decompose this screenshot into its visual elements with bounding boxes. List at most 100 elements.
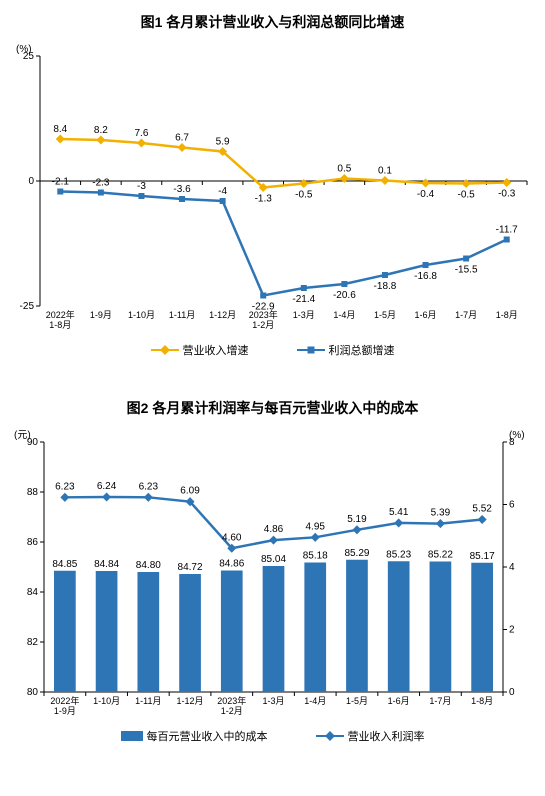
svg-text:5.41: 5.41 bbox=[389, 507, 409, 518]
legend-item-margin: 营业收入利润率 bbox=[316, 728, 425, 744]
legend-label-profit: 利润总额增速 bbox=[329, 342, 395, 358]
svg-text:0.1: 0.1 bbox=[378, 166, 392, 177]
svg-text:2022年: 2022年 bbox=[50, 695, 79, 706]
svg-text:6.7: 6.7 bbox=[175, 133, 189, 144]
chart2-legend: 每百元营业收入中的成本 营业收入利润率 bbox=[8, 728, 537, 744]
svg-text:7.6: 7.6 bbox=[135, 128, 149, 139]
svg-text:85.18: 85.18 bbox=[303, 551, 328, 562]
svg-text:-22.9: -22.9 bbox=[252, 302, 275, 313]
chart1-container: 图1 各月累计营业收入与利润总额同比增速 (%)-250252022年1-8月1… bbox=[8, 12, 537, 358]
legend-label-cost: 每百元营业收入中的成本 bbox=[147, 728, 268, 744]
svg-text:0.5: 0.5 bbox=[337, 164, 351, 175]
svg-text:4: 4 bbox=[509, 562, 515, 573]
svg-text:88: 88 bbox=[27, 487, 39, 498]
svg-text:6.23: 6.23 bbox=[139, 481, 159, 492]
svg-text:4.95: 4.95 bbox=[305, 521, 325, 532]
svg-text:85.29: 85.29 bbox=[344, 548, 369, 559]
svg-text:1-3月: 1-3月 bbox=[293, 310, 315, 320]
svg-text:1-12月: 1-12月 bbox=[209, 310, 236, 320]
svg-text:4.60: 4.60 bbox=[222, 532, 242, 543]
svg-text:-0.4: -0.4 bbox=[417, 189, 435, 200]
svg-text:1-8月: 1-8月 bbox=[49, 320, 71, 330]
svg-text:5.52: 5.52 bbox=[472, 504, 492, 515]
svg-text:85.22: 85.22 bbox=[428, 550, 453, 561]
chart1-title: 图1 各月累计营业收入与利润总额同比增速 bbox=[8, 12, 537, 32]
svg-text:-11.7: -11.7 bbox=[496, 225, 518, 236]
svg-text:1-3月: 1-3月 bbox=[262, 696, 284, 706]
svg-text:90: 90 bbox=[27, 437, 39, 448]
svg-text:1-10月: 1-10月 bbox=[128, 310, 155, 320]
svg-text:0: 0 bbox=[509, 687, 515, 698]
svg-text:-0.3: -0.3 bbox=[498, 189, 516, 200]
svg-text:-21.4: -21.4 bbox=[292, 294, 315, 305]
svg-text:-16.8: -16.8 bbox=[414, 271, 437, 282]
svg-text:1-5月: 1-5月 bbox=[346, 696, 368, 706]
svg-text:-0.5: -0.5 bbox=[295, 190, 313, 201]
svg-text:86: 86 bbox=[27, 537, 39, 548]
svg-text:8.2: 8.2 bbox=[94, 125, 108, 136]
svg-text:8: 8 bbox=[509, 437, 515, 448]
svg-text:6.23: 6.23 bbox=[55, 481, 75, 492]
svg-text:6.24: 6.24 bbox=[97, 481, 117, 492]
svg-text:-18.8: -18.8 bbox=[374, 281, 397, 292]
svg-text:1-4月: 1-4月 bbox=[304, 696, 326, 706]
svg-text:5.19: 5.19 bbox=[347, 514, 367, 525]
svg-text:-2.3: -2.3 bbox=[92, 178, 110, 189]
svg-text:-25: -25 bbox=[20, 301, 35, 312]
svg-text:-3: -3 bbox=[137, 181, 146, 192]
svg-text:2: 2 bbox=[509, 625, 515, 636]
svg-text:1-7月: 1-7月 bbox=[429, 696, 451, 706]
svg-text:-4: -4 bbox=[218, 186, 227, 197]
svg-text:1-11月: 1-11月 bbox=[135, 696, 161, 706]
legend-item-revenue: 营业收入增速 bbox=[151, 342, 249, 358]
svg-text:1-10月: 1-10月 bbox=[93, 696, 120, 706]
svg-text:85.23: 85.23 bbox=[386, 549, 411, 560]
chart2-title: 图2 各月累计利润率与每百元营业收入中的成本 bbox=[8, 398, 537, 418]
svg-text:84.80: 84.80 bbox=[136, 560, 161, 571]
svg-text:1-7月: 1-7月 bbox=[455, 310, 477, 320]
chart1-legend: 营业收入增速 利润总额增速 bbox=[8, 342, 537, 358]
svg-text:85.04: 85.04 bbox=[261, 554, 286, 565]
svg-text:5.39: 5.39 bbox=[431, 508, 451, 519]
svg-text:1-12月: 1-12月 bbox=[177, 696, 204, 706]
svg-text:-20.6: -20.6 bbox=[333, 290, 356, 301]
svg-text:25: 25 bbox=[23, 51, 35, 62]
svg-text:1-6月: 1-6月 bbox=[388, 696, 410, 706]
svg-text:1-2月: 1-2月 bbox=[252, 320, 274, 330]
svg-text:-2.1: -2.1 bbox=[52, 177, 70, 188]
svg-text:1-5月: 1-5月 bbox=[374, 310, 396, 320]
svg-text:6: 6 bbox=[509, 500, 515, 511]
svg-text:82: 82 bbox=[27, 637, 39, 648]
legend-label-revenue: 营业收入增速 bbox=[183, 342, 249, 358]
svg-text:2022年: 2022年 bbox=[46, 309, 75, 320]
svg-text:1-11月: 1-11月 bbox=[169, 310, 195, 320]
svg-text:84.85: 84.85 bbox=[52, 559, 77, 570]
svg-text:-0.5: -0.5 bbox=[458, 190, 476, 201]
svg-text:5.9: 5.9 bbox=[216, 137, 230, 148]
svg-text:84.86: 84.86 bbox=[219, 559, 244, 570]
svg-text:1-9月: 1-9月 bbox=[90, 310, 112, 320]
svg-text:2023年: 2023年 bbox=[217, 695, 246, 706]
svg-text:1-6月: 1-6月 bbox=[415, 310, 437, 320]
svg-text:8.4: 8.4 bbox=[53, 124, 67, 135]
svg-text:-15.5: -15.5 bbox=[455, 265, 478, 276]
legend-item-cost: 每百元营业收入中的成本 bbox=[121, 728, 268, 744]
svg-text:84.72: 84.72 bbox=[178, 562, 203, 573]
svg-text:4.86: 4.86 bbox=[264, 524, 284, 535]
legend-item-profit: 利润总额增速 bbox=[297, 342, 395, 358]
chart2-svg: (元)(%)808284868890024682022年1-9月1-10月1-1… bbox=[8, 424, 537, 724]
svg-text:1-4月: 1-4月 bbox=[333, 310, 355, 320]
svg-text:6.09: 6.09 bbox=[180, 486, 200, 497]
svg-text:84: 84 bbox=[27, 587, 39, 598]
svg-text:80: 80 bbox=[27, 687, 39, 698]
svg-text:1-8月: 1-8月 bbox=[471, 696, 493, 706]
chart2-container: 图2 各月累计利润率与每百元营业收入中的成本 (元)(%)80828486889… bbox=[8, 398, 537, 744]
svg-text:-1.3: -1.3 bbox=[255, 194, 273, 205]
svg-text:1-8月: 1-8月 bbox=[496, 310, 518, 320]
svg-text:-3.6: -3.6 bbox=[173, 184, 191, 195]
svg-text:0: 0 bbox=[28, 176, 34, 187]
chart1-svg: (%)-250252022年1-8月1-9月1-10月1-11月1-12月202… bbox=[8, 38, 537, 338]
svg-text:84.84: 84.84 bbox=[94, 559, 119, 570]
svg-text:1-9月: 1-9月 bbox=[54, 706, 76, 716]
svg-text:85.17: 85.17 bbox=[470, 551, 495, 562]
